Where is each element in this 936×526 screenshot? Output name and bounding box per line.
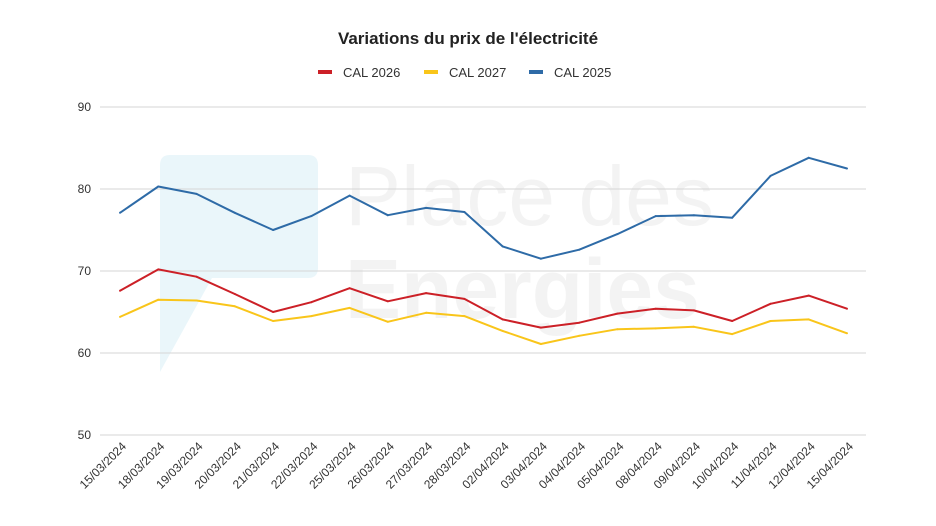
data-point [539,326,542,329]
data-point [463,297,466,300]
y-tick-label: 60 [78,346,92,360]
series-line-cal-2025 [119,156,848,260]
data-point [654,307,657,310]
data-point [233,293,236,295]
data-point [616,312,619,315]
data-point [310,215,313,218]
data-point [807,294,810,297]
data-point [731,216,734,219]
y-tick-label: 80 [78,182,92,196]
data-point [386,320,389,323]
series-line-cal-2026 [119,268,848,329]
data-point [692,325,695,328]
data-point [539,343,542,345]
data-point [807,318,810,321]
data-point [769,302,772,305]
data-point [578,334,581,337]
legend-item-0: CAL 2026 [318,65,400,80]
y-tick-label: 90 [78,100,92,114]
data-point [425,311,428,314]
data-point [692,214,695,217]
data-point [272,229,275,231]
series-line-cal-2027 [119,298,848,345]
data-point [463,211,466,213]
data-point [501,329,504,332]
data-point [692,309,695,312]
watermark-line2: Energies [345,242,700,336]
data-point [195,299,198,302]
data-point [578,321,581,324]
data-point [731,320,734,322]
legend-swatch-cal-2025 [529,70,543,74]
data-point [195,192,198,195]
legend-label-cal-2026: CAL 2026 [343,65,400,80]
data-point [731,333,734,336]
series-lines [119,156,848,345]
data-point [616,328,619,331]
data-point [119,289,121,292]
data-point [348,194,351,197]
data-point [157,268,160,271]
data-point [233,211,236,214]
data-point [769,320,772,322]
legend-item-1: CAL 2027 [424,65,506,80]
data-point [233,305,236,308]
grid-lines [100,106,866,436]
data-point [425,206,428,209]
data-point [157,185,160,188]
data-point [310,301,313,304]
data-point [310,315,313,318]
data-point [616,233,619,236]
y-tick-label: 70 [78,264,92,278]
data-point [157,298,160,301]
data-point [846,167,848,170]
data-point [846,332,848,335]
watermark-logo-icon [160,155,318,372]
data-point [654,215,657,218]
data-point [769,174,772,177]
watermark-line1: Place des [345,149,714,243]
data-point [654,327,657,330]
y-tick-label: 50 [78,428,92,442]
legend-label-cal-2027: CAL 2027 [449,65,506,80]
legend-item-2: CAL 2025 [529,65,611,80]
data-point [539,257,542,260]
data-point [501,318,504,321]
data-point [386,300,389,303]
y-axis: 50 60 70 80 90 [78,100,92,442]
legend-swatch-cal-2026 [318,70,332,74]
legend-swatch-cal-2027 [424,70,438,74]
legend-label-cal-2025: CAL 2025 [554,65,611,80]
data-point [463,315,466,318]
data-point [348,287,351,290]
data-point [272,320,275,322]
chart-title: Variations du prix de l'électricité [338,29,598,48]
data-point [807,156,810,159]
data-point [119,211,121,214]
x-axis: 15/03/202418/03/202419/03/202420/03/2024… [77,439,857,492]
data-point [386,214,389,217]
data-point [578,248,581,251]
data-point [425,292,428,295]
legend: CAL 2026 CAL 2027 CAL 2025 [318,65,611,80]
watermark: Place des Energies [160,149,714,372]
data-point [501,245,504,248]
data-point [195,275,198,278]
data-point [272,311,275,313]
data-point [119,315,121,318]
data-point [846,307,848,310]
data-point [348,306,351,309]
